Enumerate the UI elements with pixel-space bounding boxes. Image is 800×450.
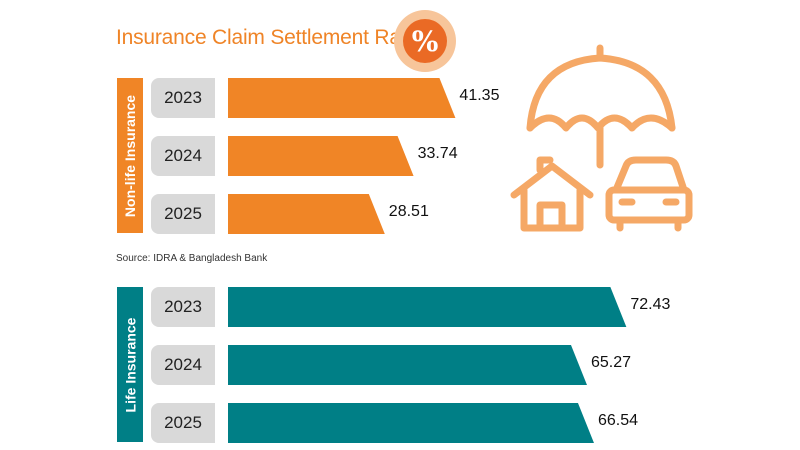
non-life-bar-2025 [228,194,385,234]
non-life-group-label: Non-life Insurance [117,78,143,233]
life-bar-2023 [228,287,627,327]
non-life-year-label-2025: 2025 [151,194,215,234]
non-life-year-label-2024: 2024 [151,136,215,176]
chart-title: Insurance Claim Settlement Rate [116,26,418,49]
percent-symbol: % [403,19,447,63]
life-bar-2024 [228,345,587,385]
non-life-year-label-2023: 2023 [151,78,215,118]
non-life-bar-2024 [228,136,414,176]
non-life-value-label-2025: 28.51 [388,203,429,220]
non-life-value-label-2024: 33.74 [417,145,458,162]
life-year-label-2023: 2023 [151,287,215,327]
non-life-value-label-2023: 41.35 [459,87,500,104]
life-year-label-2024: 2024 [151,345,215,385]
life-group-label: Life Insurance [117,287,143,442]
life-bar-2025 [228,403,594,443]
life-year-label-2025: 2025 [151,403,215,443]
percent-badge-icon: % [394,10,456,72]
non-life-bar-2023 [228,78,456,118]
source-note: Source: IDRA & Bangladesh Bank [116,253,268,264]
life-value-label-2023: 72.43 [630,296,671,313]
life-value-label-2025: 66.54 [597,412,639,429]
life-value-label-2024: 65.27 [590,354,632,371]
